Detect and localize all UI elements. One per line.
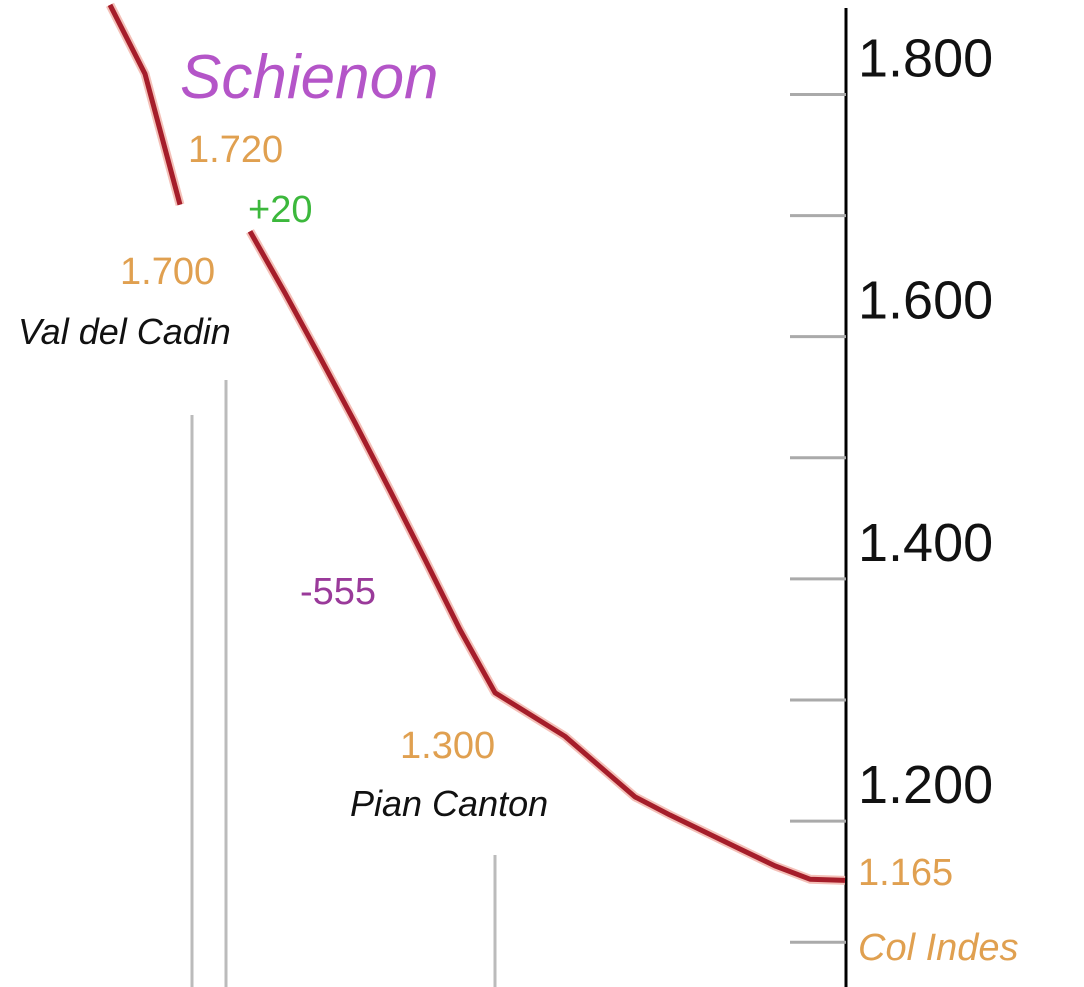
profile-line [247,230,846,883]
gain: +20 [248,189,312,231]
peak-name: Schienon [180,43,439,112]
y-tick-label: 1.400 [858,513,993,573]
profile-line [107,3,183,206]
valley-name: Val del Cadin [18,311,231,352]
y-tick-label: 1.800 [858,28,993,88]
y-tick-label: 1.600 [858,271,993,331]
end-elevation: 1.165 [858,852,953,894]
valley-elevation: 1.700 [120,251,215,293]
loss: -555 [300,571,376,613]
peak-elevation: 1.720 [188,129,283,171]
end-name: Col Indes [858,927,1019,969]
mid-elevation: 1.300 [400,725,495,767]
mid-name: Pian Canton [350,783,548,824]
y-tick-label: 1.200 [858,755,993,815]
